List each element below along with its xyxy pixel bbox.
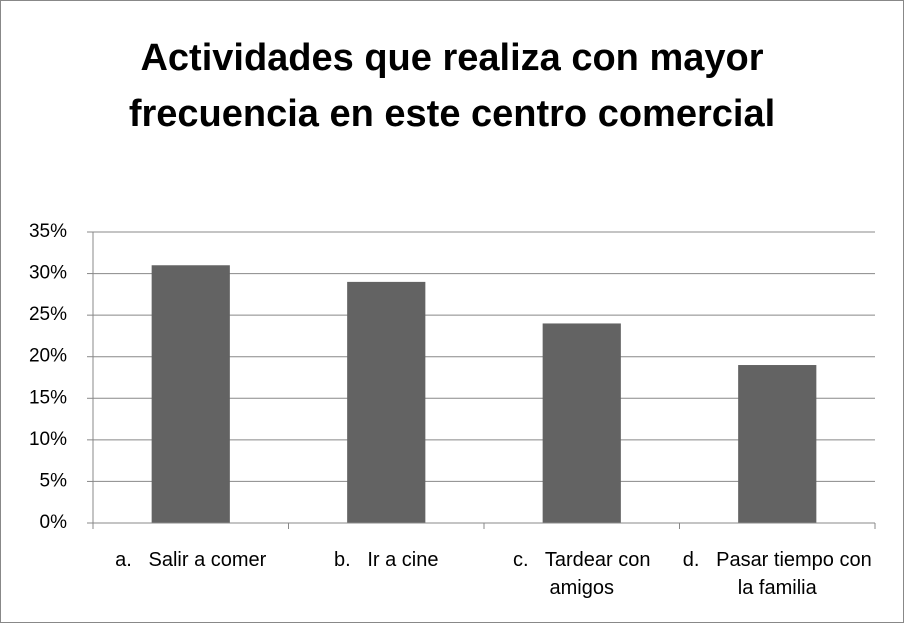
y-tick-label: 20% (29, 346, 67, 367)
y-tick-label: 25% (29, 304, 67, 325)
bar (151, 265, 230, 523)
y-tick-label: 0% (40, 512, 68, 533)
y-tick-label: 10% (29, 429, 67, 450)
chart-title: Actividades que realiza con mayor frecue… (128, 37, 776, 135)
bar (738, 365, 817, 523)
y-tick-label: 35% (29, 221, 67, 242)
y-tick-label: 5% (40, 470, 68, 491)
y-tick-label: 15% (29, 387, 67, 408)
y-tick-label: 30% (29, 263, 67, 284)
x-tick-label: c. Tardear con amigos (513, 549, 657, 599)
x-tick-label: d. Pasar tiempo con la familia (682, 549, 878, 599)
bar (347, 281, 426, 523)
x-tick-label: a. Salir a comer (115, 549, 267, 571)
bar (542, 323, 621, 523)
x-tick-label: b. Ir a cine (334, 549, 439, 571)
